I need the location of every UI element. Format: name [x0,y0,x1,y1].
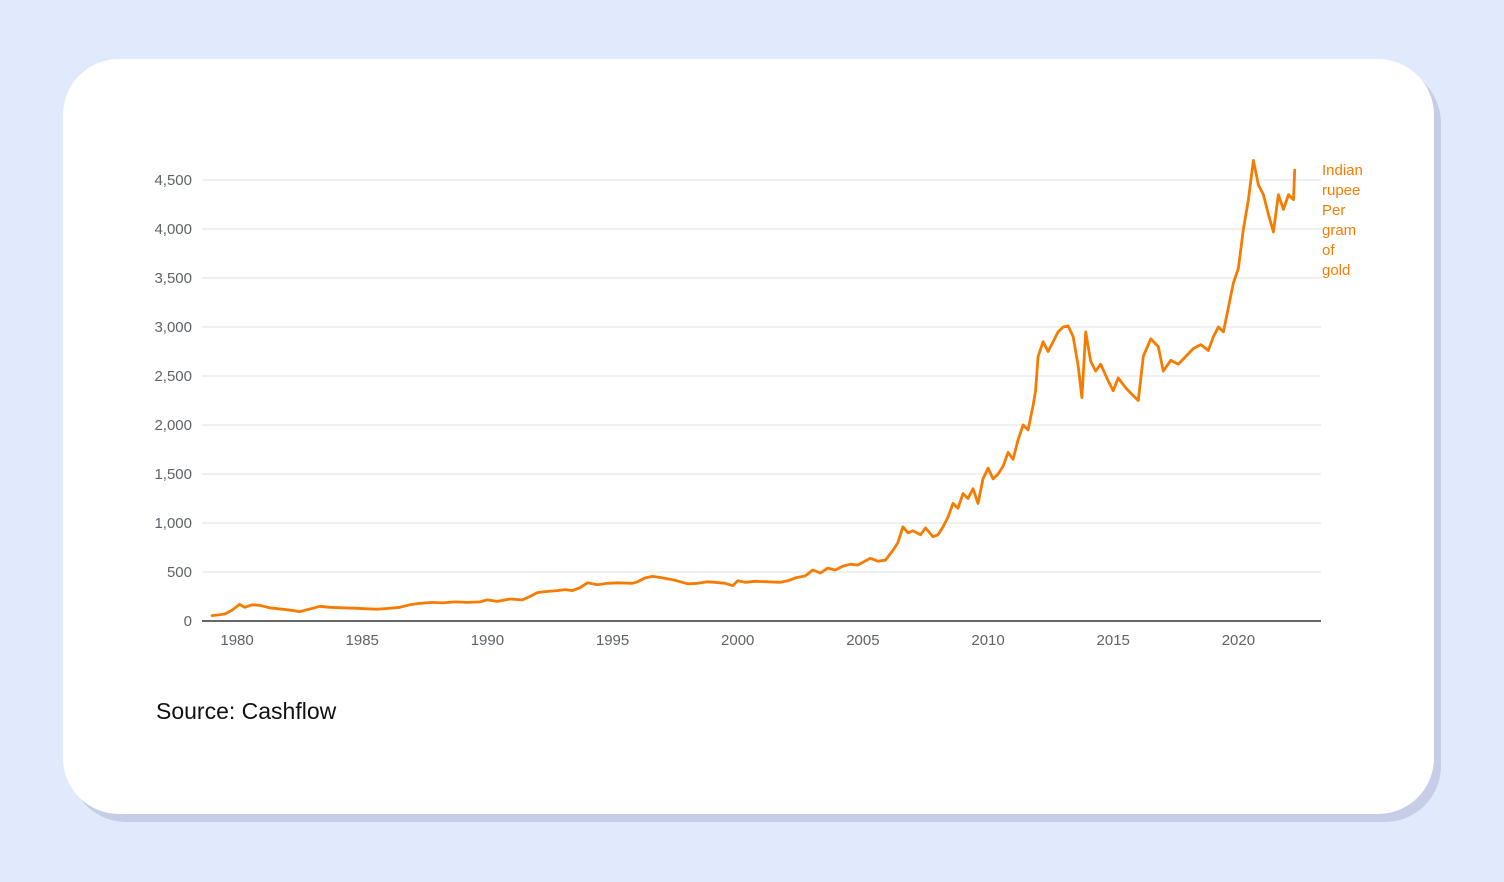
x-tick-label: 1980 [220,632,253,649]
x-tick-label: 2020 [1222,632,1255,649]
x-tick-label: 1985 [346,632,379,649]
x-tick-label: 2015 [1097,632,1130,649]
grid-lines [202,179,1321,573]
x-tick-label: 2005 [846,632,879,649]
y-tick-label: 4,000 [154,221,192,238]
y-tick-label: 3,500 [154,270,192,287]
series-line [210,159,1297,617]
y-tick-label: 2,500 [154,368,192,385]
x-tick-label: 2000 [721,632,754,649]
y-tick-label: 0 [184,613,192,630]
source-note: Source: Cashflow [156,698,337,724]
y-axis-tick-labels: 0 500 1,000 1,500 2,000 2,500 3,000 3,500 4,000 4… [154,172,192,630]
y-tick-label: 4,500 [154,172,192,189]
chart-card [63,59,1434,814]
y-tick-label: 500 [167,564,192,581]
y-tick-label: 3,000 [154,319,192,336]
series-legend-label: Indian rupee Per gram of gold [1322,162,1363,279]
series-legend: Indian rupee Per gram of gold [1322,162,1363,279]
y-tick-label: 2,000 [154,417,192,434]
series-group [210,159,1297,617]
y-tick-label: 1,000 [154,515,192,532]
x-tick-label: 2010 [971,632,1004,649]
x-tick-label: 1990 [471,632,504,649]
x-tick-label: 1995 [596,632,629,649]
x-axis-tick-labels: 1980 1985 1990 1995 2000 2005 2010 2015 2020 [220,632,1255,649]
y-tick-label: 1,500 [154,466,192,483]
